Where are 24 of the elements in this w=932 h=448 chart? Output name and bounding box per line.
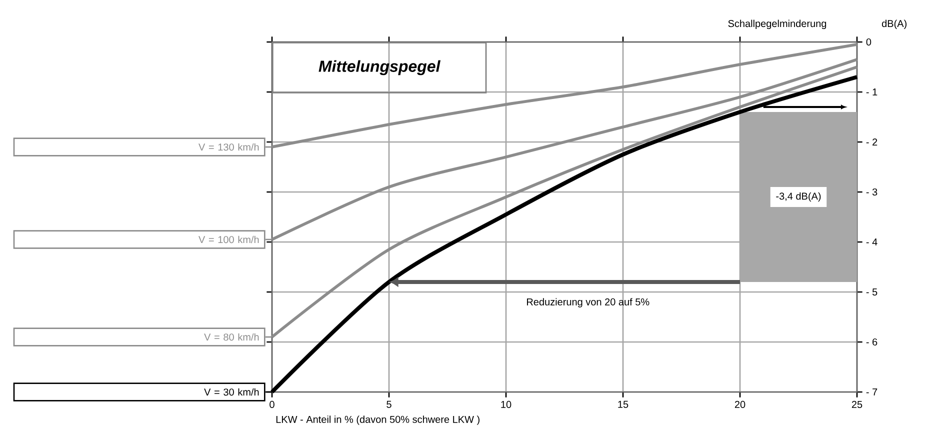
y-tick-label: - 2 — [866, 138, 878, 146]
y-tick-label: 0 — [866, 38, 872, 46]
x-tick-label: 15 — [618, 400, 628, 408]
x-tick-label: 0 — [270, 400, 274, 408]
legend-label: V = 80 km/h — [204, 333, 259, 341]
y-tick-label: - 1 — [866, 88, 878, 96]
legend-label: V = 30 km/h — [204, 388, 259, 396]
legend-label: V = 130 km/h — [198, 143, 259, 151]
y-tick-label: - 4 — [866, 238, 878, 246]
y-tick-label: - 3 — [866, 188, 878, 196]
x-tick-label: 25 — [852, 400, 862, 408]
x-axis-title: LKW - Anteil in % (davon 50% schwere LKW ) — [276, 416, 480, 425]
text: Mittelungspegel — [318, 60, 441, 76]
y-tick-label: - 5 — [866, 288, 878, 296]
x-tick-label: 20 — [734, 400, 746, 408]
text: dB(A) — [882, 20, 906, 30]
y-tick-label: - 6 — [866, 338, 878, 346]
y-axis-title: Schallpegelminderung — [728, 20, 826, 30]
legend-label: V = 100 km/h — [198, 236, 259, 244]
band-label: -3,4 dB(A) — [776, 192, 821, 202]
y-tick-label: - 7 — [866, 388, 878, 396]
x-tick-label: 5 — [386, 400, 392, 408]
x-tick-label: 10 — [501, 400, 512, 408]
annotation: Reduzierung von 20 auf 5% — [527, 298, 650, 308]
